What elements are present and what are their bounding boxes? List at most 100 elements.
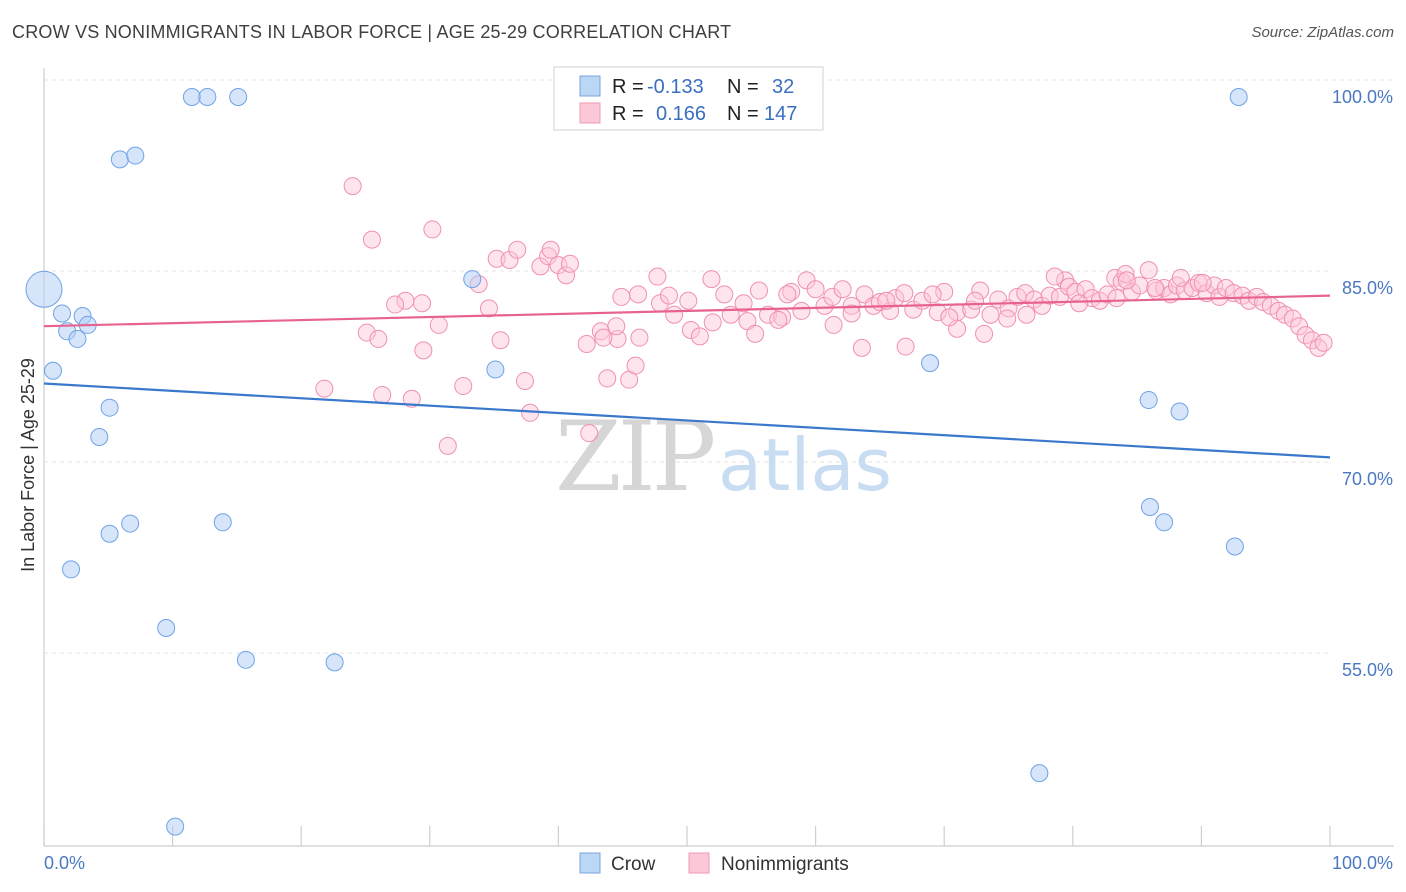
nonimmigrants-swatch: [688, 852, 710, 874]
crow-point-14: [182, 88, 201, 106]
nonimmigrants-point-29: [580, 424, 599, 443]
crow-r-label: R =: [612, 76, 644, 98]
nonimmigrants-point-21: [429, 315, 448, 334]
crow-point-25: [1229, 88, 1248, 106]
crow-point-23: [486, 360, 505, 379]
crow-point-20: [325, 653, 344, 672]
nonimmigrants-point-17: [479, 299, 498, 318]
crow-point-31: [1030, 764, 1049, 783]
nonimmigrants-point-73: [971, 281, 990, 300]
nonimmigrants-point-8: [541, 240, 560, 259]
nonimmigrants-point-139: [607, 317, 626, 336]
nonimmigrants-point-85: [1066, 282, 1085, 301]
nonimmigrants-point-124: [1171, 268, 1190, 287]
nonimmigrants-point-145: [1070, 294, 1089, 313]
x-tick-labels: 0.0% 100.0%: [44, 853, 1393, 873]
nonimmigrants-point-59: [833, 280, 852, 299]
crow-point-12: [110, 150, 129, 169]
nonimmigrants-point-16: [491, 331, 510, 350]
gridlines: [44, 79, 1394, 654]
watermark: ZIP atlas: [555, 401, 892, 513]
nonimmigrants-point-115: [1283, 309, 1302, 328]
nonimmigrants-point-20: [414, 341, 433, 360]
nonimmigrants-point-121: [1045, 267, 1064, 286]
nonimmigrants-point-136: [679, 291, 698, 310]
trend-lines: [43, 294, 1331, 459]
nonimmigrants-point-51: [702, 270, 721, 289]
stats-legend: R = -0.133 N = 32 R = 0.166 N = 147: [553, 66, 824, 131]
y-tick-label-0: 100.0%: [1332, 87, 1393, 107]
nonimmigrants-point-130: [975, 324, 994, 343]
crow-point-9: [100, 524, 119, 543]
crow-point-7: [100, 398, 119, 417]
nonimmigrants-point-13: [386, 295, 405, 314]
nonimmigrants-point-74: [981, 305, 1000, 324]
nonimmigrants-point-56: [806, 280, 825, 299]
nonimmigrants-point-1: [362, 230, 381, 249]
nonimmigrants-point-116: [1290, 317, 1309, 336]
y-tick-label-3: 55.0%: [1342, 660, 1393, 680]
nonimmigrants-point-3: [487, 249, 506, 268]
nonimmigrants-point-126: [923, 285, 942, 304]
crow-legend-swatch: [579, 75, 601, 97]
nonimmigrants-point-24: [373, 385, 392, 404]
nonimmigrants-point-4: [500, 250, 519, 269]
nonimmigrants-point-105: [1210, 287, 1229, 306]
nonimmigrants-legend-label: Nonimmigrants: [721, 854, 849, 875]
crow-legend-label: Crow: [611, 854, 656, 875]
nonimmigrants-point-132: [792, 301, 811, 320]
nonimmigrants-point-119: [1309, 338, 1328, 357]
y-tick-label-2: 70.0%: [1342, 469, 1393, 489]
nonimmigrants-point-6: [531, 257, 550, 276]
y-axis-label: In Labor Force | Age 25-29: [18, 358, 38, 572]
nonimmigrants-point-18: [357, 323, 376, 342]
nonimmigrants-point-92: [1116, 264, 1135, 283]
crow-point-10: [121, 514, 140, 533]
nonimmigrants-point-134: [824, 315, 843, 334]
nonimmigrants-point-9: [549, 256, 568, 275]
nonimmigrants-point-128: [852, 338, 871, 357]
nonimmigrants-point-35: [594, 328, 613, 347]
crow-swatch: [579, 852, 601, 874]
nonimmigrants-point-127: [896, 337, 915, 356]
nonimmigrants-point-78: [1016, 284, 1035, 303]
nonimmigrants-trend-line: [43, 294, 1331, 328]
nonimmigrants-point-28: [438, 436, 457, 455]
nonimmigrants-point-22: [454, 377, 473, 396]
crow-point-28: [1140, 498, 1159, 517]
crow-point-27: [1170, 402, 1189, 421]
x-tick-label-start: 0.0%: [44, 853, 85, 873]
crow-point-0: [25, 270, 63, 308]
x-tick-label-end: 100.0%: [1332, 853, 1393, 873]
nonimmigrants-point-131: [1017, 305, 1036, 324]
nonimmigrants-point-122: [1117, 271, 1136, 290]
nonimmigrants-point-66: [895, 284, 914, 303]
nonimmigrants-point-133: [750, 281, 769, 300]
crow-point-24: [921, 354, 940, 373]
crow-point-19: [236, 650, 255, 669]
nonimmigrants-point-37: [612, 287, 631, 306]
nonimmigrants-point-11: [560, 254, 579, 273]
nonimmigrants-point-38: [629, 285, 648, 304]
series-legend: Crow Nonimmigrants: [579, 852, 849, 875]
crow-point-26: [1139, 391, 1158, 410]
crow-point-29: [1155, 513, 1174, 532]
crow-r-value: -0.133: [647, 76, 704, 98]
nonimmigrants-point-72: [962, 300, 981, 319]
axes: [43, 68, 1394, 847]
nonimmigrants-point-102: [1189, 273, 1208, 292]
nonimmigrants-point-14: [413, 294, 432, 313]
crow-points: [25, 88, 1248, 836]
nonimmigrants-point-143: [966, 291, 985, 310]
crow-point-17: [213, 513, 232, 532]
nonimmigrants-point-69: [928, 303, 947, 322]
nonimmigrants-point-138: [630, 328, 649, 347]
nonimmigrants-n-label: N =: [727, 103, 759, 125]
crow-point-13: [126, 146, 145, 165]
nonimmigrants-point-50: [648, 267, 667, 286]
y-tick-label-1: 85.0%: [1342, 278, 1393, 298]
nonimmigrants-point-19: [369, 329, 388, 348]
nonimmigrants-point-42: [690, 327, 709, 346]
nonimmigrants-point-89: [1098, 285, 1117, 304]
